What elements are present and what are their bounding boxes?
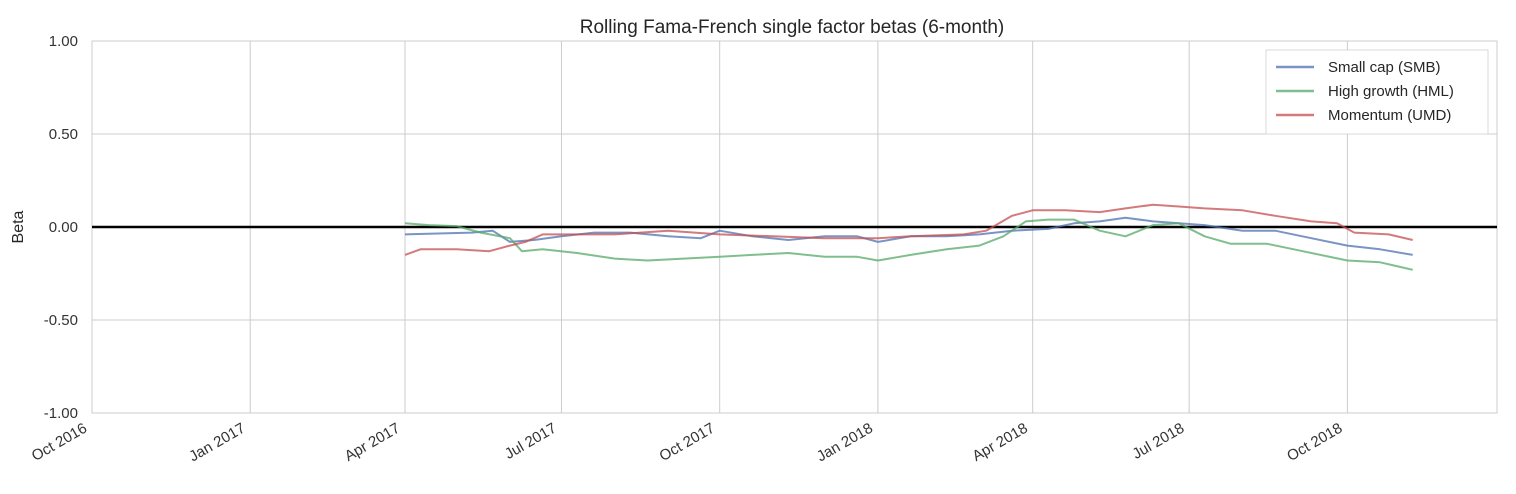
series-lines bbox=[404, 203, 1413, 271]
y-tick-label: -1.00 bbox=[44, 405, 78, 422]
x-tick-labels: Oct 2016 Jan 2017 Apr 2017 Jul 2017 Oct 2017… bbox=[29, 420, 1346, 466]
x-tick-label: Apr 2017 bbox=[342, 420, 403, 465]
series-line bbox=[404, 216, 1413, 256]
y-tick-labels: 1.00 0.50 0.00 -0.50 -1.00 bbox=[44, 33, 78, 422]
y-tick-label: 0.00 bbox=[49, 219, 78, 236]
x-tick-label: Oct 2018 bbox=[1284, 420, 1345, 465]
x-tick-label: Jan 2018 bbox=[814, 420, 876, 466]
y-axis-label: Beta bbox=[10, 210, 27, 243]
legend-entry: Small cap (SMB) bbox=[1328, 59, 1441, 76]
legend-entry: High growth (HML) bbox=[1328, 83, 1454, 100]
y-tick-label: -0.50 bbox=[44, 312, 78, 329]
chart-title: Rolling Fama-French single factor betas … bbox=[580, 17, 1005, 38]
y-tick-label: 0.50 bbox=[49, 126, 78, 143]
series-line bbox=[404, 218, 1413, 271]
x-tick-label: Jul 2017 bbox=[502, 420, 560, 463]
x-tick-label: Oct 2016 bbox=[29, 420, 90, 465]
legend-entry: Momentum (UMD) bbox=[1328, 107, 1451, 124]
legend: Small cap (SMB) High growth (HML) Momentum… bbox=[1265, 49, 1489, 135]
series-line bbox=[404, 203, 1413, 256]
x-tick-label: Jul 2018 bbox=[1130, 420, 1188, 463]
x-tick-label: Jan 2017 bbox=[186, 420, 248, 466]
y-tick-label: 1.00 bbox=[49, 33, 78, 50]
x-tick-label: Oct 2017 bbox=[656, 420, 717, 465]
x-tick-label: Apr 2018 bbox=[969, 420, 1030, 465]
